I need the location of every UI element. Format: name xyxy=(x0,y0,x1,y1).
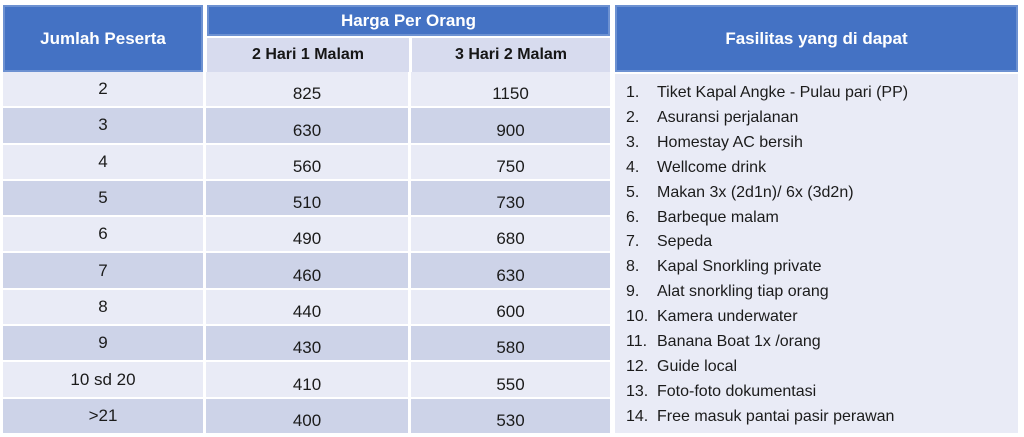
facility-item: 13. Foto-foto dokumentasi xyxy=(615,380,1018,405)
price-2d1n-cell: 510 xyxy=(206,180,408,216)
facility-item: 7. Sepeda xyxy=(615,230,1018,255)
facility-text: Kamera underwater xyxy=(657,308,798,326)
participants-cell: >21 xyxy=(3,398,203,433)
facility-text: Sepeda xyxy=(657,233,713,251)
participants-cell: 5 xyxy=(3,180,203,216)
facility-item: 2. Asuransi perjalanan xyxy=(615,106,1018,131)
participants-cell: 7 xyxy=(3,253,203,288)
facility-number: 3. xyxy=(626,133,640,151)
price-3d2n-cell: 750 xyxy=(411,144,610,179)
price-2d1n-cell: 560 xyxy=(206,144,408,179)
participants-cell: 6 xyxy=(3,217,203,252)
facility-number: 11. xyxy=(626,333,648,351)
price-3d2n-cell: 580 xyxy=(411,326,610,361)
facility-text: Guide local xyxy=(657,357,738,375)
facility-number: 7. xyxy=(626,233,640,251)
facility-item: 9. Alat snorkling tiap orang xyxy=(615,280,1018,305)
facility-item: 3. Homestay AC bersih xyxy=(615,131,1018,156)
participants-cell: 10 sd 20 xyxy=(3,362,203,397)
participants-cell: 4 xyxy=(3,144,203,179)
duration-header-2d1n: 2 Hari 1 Malam xyxy=(207,38,409,72)
price-2d1n-cell: 430 xyxy=(206,326,408,361)
price-table-body: 2 825 1150 3 630 900 4 560 750 5 510 730… xyxy=(3,72,610,433)
price-2d1n-cell: 440 xyxy=(206,289,408,325)
price-3d2n-cell: 630 xyxy=(411,253,610,288)
facility-item: 12. Guide local xyxy=(615,355,1018,380)
facility-text: Asuransi perjalanan xyxy=(657,108,799,126)
facility-text: Alat snorkling tiap orang xyxy=(657,283,829,301)
facility-number: 9. xyxy=(626,283,640,301)
facility-item: 4. Wellcome drink xyxy=(615,156,1018,181)
price-3d2n-cell: 600 xyxy=(411,289,610,325)
price-3d2n-cell: 730 xyxy=(411,180,610,216)
price-2d1n-cell: 825 xyxy=(206,72,408,107)
participants-cell: 8 xyxy=(3,289,203,325)
price-2d1n-cell: 630 xyxy=(206,108,408,143)
facility-text: Makan 3x (2d1n)/ 6x (3d2n) xyxy=(657,183,854,201)
facility-number: 12. xyxy=(626,357,649,375)
price-2d1n-cell: 490 xyxy=(206,217,408,252)
facility-text: Banana Boat 1x /orang xyxy=(657,333,821,351)
facility-number: 10. xyxy=(626,308,649,326)
facility-item: 1. Tiket Kapal Angke - Pulau pari (PP) xyxy=(615,81,1018,106)
facility-item: 8. Kapal Snorkling private xyxy=(615,255,1018,280)
facility-number: 8. xyxy=(626,258,640,276)
price-3d2n-cell: 1150 xyxy=(411,72,610,107)
participants-cell: 9 xyxy=(3,326,203,361)
facility-text: Wellcome drink xyxy=(657,158,767,176)
facilities-header: Fasilitas yang di dapat xyxy=(615,5,1018,72)
facility-item: 11. Banana Boat 1x /orang xyxy=(615,330,1018,355)
facilities-list: 1. Tiket Kapal Angke - Pulau pari (PP) 2.… xyxy=(615,74,1018,433)
duration-header-3d2n: 3 Hari 2 Malam xyxy=(412,38,610,72)
participants-cell: 2 xyxy=(3,72,203,107)
facility-number: 5. xyxy=(626,183,640,201)
facility-item: 6. Barbeque malam xyxy=(615,206,1018,231)
price-3d2n-cell: 900 xyxy=(411,108,610,143)
facility-text: Kapal Snorkling private xyxy=(657,258,822,276)
price-3d2n-cell: 530 xyxy=(411,398,610,433)
facility-item: 5. Makan 3x (2d1n)/ 6x (3d2n) xyxy=(615,181,1018,206)
facility-text: Tiket Kapal Angke - Pulau pari (PP) xyxy=(657,84,909,101)
facility-number: 2. xyxy=(626,108,640,126)
price-3d2n-cell: 680 xyxy=(411,217,610,252)
price-2d1n-cell: 400 xyxy=(206,398,408,433)
participants-cell: 3 xyxy=(3,108,203,143)
price-2d1n-cell: 460 xyxy=(206,253,408,288)
facility-item: 14. Free masuk pantai pasir perawan xyxy=(615,405,1018,430)
facility-number: 1. xyxy=(626,84,640,101)
facility-item: 10. Kamera underwater xyxy=(615,305,1018,330)
participants-column-header: Jumlah Peserta xyxy=(3,5,203,72)
facility-number: 13. xyxy=(626,382,649,400)
facility-text: Barbeque malam xyxy=(657,208,779,226)
price-3d2n-cell: 550 xyxy=(411,362,610,397)
facility-number: 6. xyxy=(626,208,640,226)
facility-text: Homestay AC bersih xyxy=(657,133,803,151)
facility-text: Free masuk pantai pasir perawan xyxy=(657,407,895,425)
facility-text: Foto-foto dokumentasi xyxy=(657,382,817,400)
price-2d1n-cell: 410 xyxy=(206,362,408,397)
facility-number: 14. xyxy=(626,407,649,425)
price-per-person-header: Harga Per Orang xyxy=(207,5,610,36)
facility-number: 4. xyxy=(626,158,640,176)
